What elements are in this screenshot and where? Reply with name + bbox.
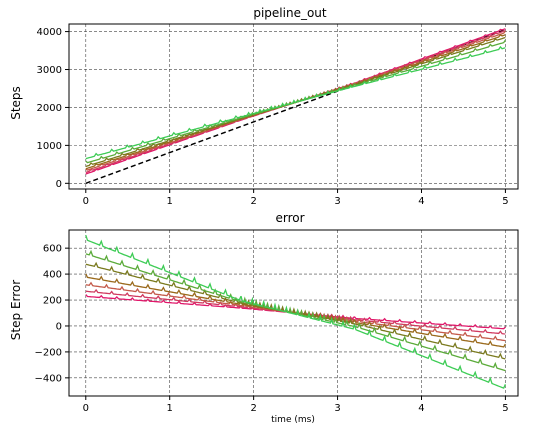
y-tick-label: 2000 bbox=[37, 103, 62, 114]
reference-line bbox=[85, 29, 506, 184]
x-tick-label: 1 bbox=[167, 196, 173, 207]
series-line bbox=[85, 281, 506, 342]
y-tick-label: 4000 bbox=[37, 27, 62, 38]
x-tick-label: 0 bbox=[83, 403, 89, 414]
series-line bbox=[85, 39, 506, 164]
x-tick-label: 5 bbox=[502, 196, 508, 207]
x-tick-label: 4 bbox=[418, 403, 424, 414]
y-tick-label: −400 bbox=[35, 373, 62, 384]
x-tick-label: 0 bbox=[83, 196, 89, 207]
y-tick-label: −200 bbox=[35, 347, 62, 358]
series-group bbox=[85, 28, 506, 184]
y-tick-label: 0 bbox=[56, 179, 62, 190]
series-line bbox=[85, 294, 506, 330]
x-tick-label: 4 bbox=[418, 196, 424, 207]
x-tick-label: 1 bbox=[167, 403, 173, 414]
grid bbox=[69, 230, 518, 396]
x-tick-label: 3 bbox=[334, 196, 340, 207]
plot-title: error bbox=[275, 211, 304, 225]
y-tick-label: 600 bbox=[43, 244, 62, 255]
series-line bbox=[85, 288, 506, 335]
y-tick-label: 400 bbox=[43, 270, 62, 281]
series-line bbox=[85, 273, 506, 348]
plot-frame bbox=[68, 229, 519, 397]
x-tick-label: 2 bbox=[250, 403, 256, 414]
series-line bbox=[85, 261, 506, 360]
series-group bbox=[85, 234, 506, 389]
y-axis-label: Steps bbox=[9, 86, 23, 120]
subplot-pipeline-out: pipeline_out Steps 0 1 2 3 4 5 0 1000 2000 3000 40… bbox=[9, 6, 519, 207]
y-tick-label: 0 bbox=[56, 321, 62, 332]
x-tick-label: 3 bbox=[334, 403, 340, 414]
plot-frame bbox=[68, 23, 519, 190]
ticks: 0 1 2 3 4 5 0 1000 2000 3000 4000 bbox=[37, 27, 509, 207]
series-line bbox=[85, 249, 506, 372]
ticks: 0 1 2 3 4 5 600 400 200 0 −200 −400 bbox=[35, 244, 509, 414]
subplot-error: error Step Error 0 1 2 3 4 5 600 400 200 0 −200 −40… bbox=[9, 211, 519, 425]
x-tick-label: 5 bbox=[502, 403, 508, 414]
series-line bbox=[85, 45, 506, 160]
y-tick-label: 3000 bbox=[37, 65, 62, 76]
y-tick-label: 1000 bbox=[37, 141, 62, 152]
series-line bbox=[85, 234, 506, 389]
y-axis-label: Step Error bbox=[9, 280, 23, 340]
series-line bbox=[85, 28, 506, 175]
x-tick-label: 2 bbox=[250, 196, 256, 207]
x-axis-label: time (ms) bbox=[271, 415, 315, 425]
plot-title: pipeline_out bbox=[253, 6, 327, 20]
y-tick-label: 200 bbox=[43, 296, 62, 307]
